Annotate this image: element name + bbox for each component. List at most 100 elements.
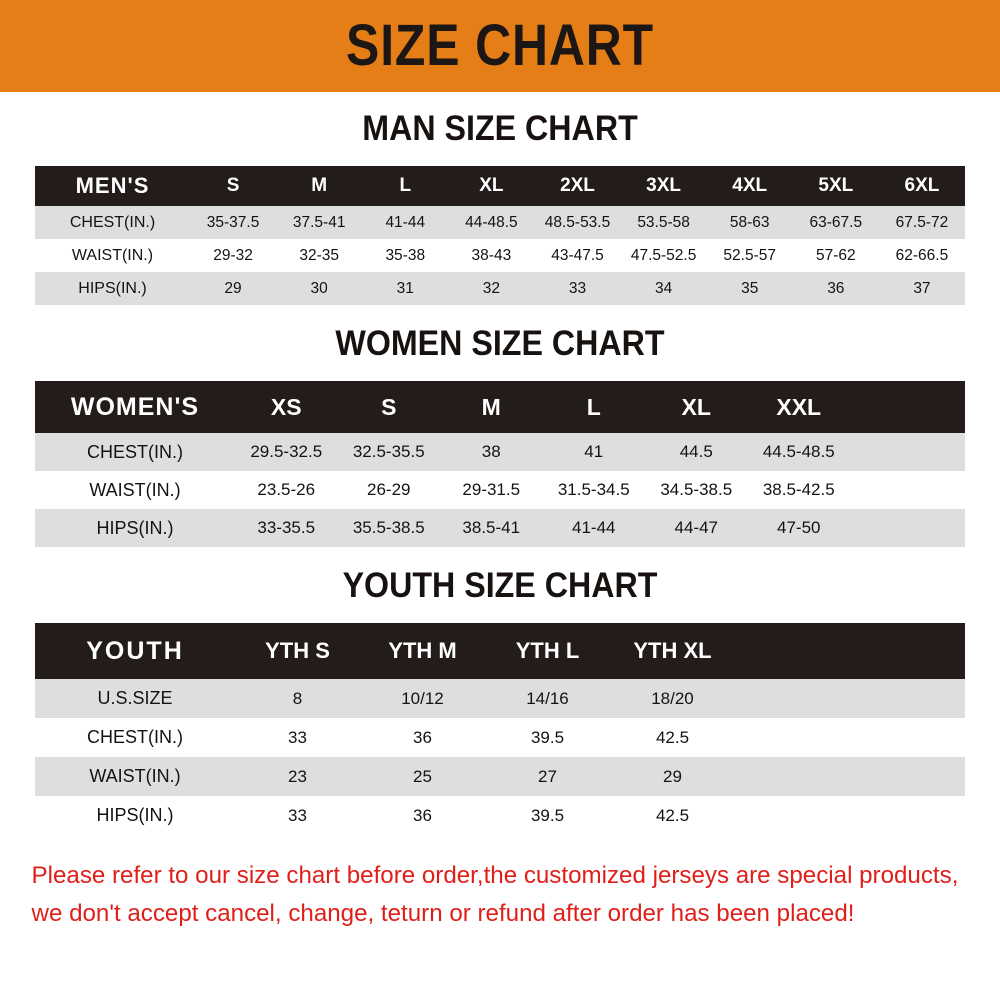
youth-table-wrapper: YOUTH YTH S YTH M YTH L YTH XL U.S.SIZE … — [0, 623, 1000, 835]
men-header-cell: MEN'S — [75, 173, 150, 198]
men-header-cell: S — [226, 175, 240, 196]
page-banner: SIZE CHART — [0, 0, 1000, 92]
women-cell-spacer — [850, 471, 965, 509]
men-cell: 33 — [568, 279, 587, 297]
youth-row-label: CHEST(IN.) — [87, 727, 183, 747]
men-cell: 36 — [827, 279, 845, 297]
women-header-cell: L — [586, 393, 601, 420]
youth-cell: 33 — [288, 727, 307, 747]
youth-section-title: YOUTH SIZE CHART — [342, 566, 658, 605]
men-cell: 32-35 — [299, 246, 339, 264]
women-section-title: WOMEN SIZE CHART — [335, 324, 665, 363]
women-table-wrapper: WOMEN'S XS S M L XL XXL CHEST(IN.) 29.5-… — [0, 381, 1000, 547]
men-cell: 57-62 — [815, 246, 856, 264]
men-cell: 67.5-72 — [895, 213, 949, 231]
men-cell: 62-66.5 — [895, 246, 949, 264]
women-header-cell: XXL — [776, 393, 822, 420]
table-row: HIPS(IN.) 33-35.5 35.5-38.5 38.5-41 41-4… — [35, 509, 965, 547]
women-header-cell: XS — [270, 393, 302, 420]
women-cell: 38 — [481, 442, 501, 461]
women-cell: 41-44 — [572, 518, 616, 537]
men-cell: 37 — [913, 279, 931, 297]
women-row-label: HIPS(IN.) — [96, 517, 174, 538]
women-cell-spacer — [850, 433, 965, 471]
women-row-label: WAIST(IN.) — [89, 479, 181, 500]
table-row: CHEST(IN.) 35-37.5 37.5-41 41-44 44-48.5… — [35, 206, 965, 239]
women-cell: 29.5-32.5 — [250, 442, 323, 461]
table-row: WAIST(IN.) 23 25 27 29 — [35, 757, 965, 796]
table-row: U.S.SIZE 8 10/12 14/16 18/20 — [35, 679, 965, 718]
women-cell: 44-47 — [674, 518, 718, 537]
youth-cell: 8 — [292, 688, 303, 708]
men-row-label: WAIST(IN.) — [71, 246, 154, 264]
youth-cell: 42.5 — [655, 727, 690, 747]
women-header-cell: WOMEN'S — [70, 392, 200, 421]
men-cell: 31 — [396, 279, 414, 297]
youth-cell: 39.5 — [530, 727, 565, 747]
men-cell: 38-43 — [471, 246, 512, 264]
men-header-cell: 3XL — [646, 175, 682, 196]
youth-header-cell: YTH L — [515, 638, 580, 663]
page-title: SIZE CHART — [346, 13, 654, 78]
youth-cell: 36 — [413, 727, 432, 747]
youth-header-cell: YTH M — [388, 638, 457, 663]
youth-header-spacer — [735, 623, 965, 679]
disclaimer-note: Please refer to our size chart before or… — [0, 857, 985, 933]
men-header-cell: 4XL — [732, 175, 768, 196]
youth-cell: 42.5 — [655, 805, 690, 825]
men-header-cell: 5XL — [818, 175, 854, 196]
men-size-table: MEN'S S M L XL 2XL 3XL 4XL 5XL 6XL CHEST… — [35, 166, 965, 305]
youth-header-cell: YTH S — [265, 638, 330, 663]
table-row: CHEST(IN.) 29.5-32.5 32.5-35.5 38 41 44.… — [35, 433, 965, 471]
women-cell: 33-35.5 — [257, 518, 316, 537]
men-cell: 48.5-53.5 — [544, 213, 611, 231]
women-cell: 31.5-34.5 — [557, 480, 630, 499]
women-cell: 44.5-48.5 — [762, 442, 835, 461]
youth-cell: 10/12 — [401, 688, 444, 708]
men-cell: 53.5-58 — [637, 213, 690, 231]
youth-header-cell: YOUTH — [86, 636, 184, 665]
women-header-cell: XL — [681, 393, 711, 420]
men-cell: 35-38 — [385, 246, 426, 264]
men-cell: 35-37.5 — [206, 213, 260, 231]
youth-cell: 27 — [538, 766, 557, 786]
youth-cell-spacer — [735, 718, 965, 757]
men-table-header-row: MEN'S S M L XL 2XL 3XL 4XL 5XL 6XL — [35, 166, 965, 206]
women-cell: 29-31.5 — [462, 480, 521, 499]
youth-cell: 36 — [413, 805, 432, 825]
men-cell: 29 — [224, 279, 242, 297]
men-cell: 30 — [310, 279, 328, 297]
men-cell: 34 — [654, 279, 673, 297]
table-row: WAIST(IN.) 29-32 32-35 35-38 38-43 43-47… — [35, 239, 965, 272]
men-table-wrapper: MEN'S S M L XL 2XL 3XL 4XL 5XL 6XL CHEST… — [0, 166, 1000, 305]
men-cell: 29-32 — [213, 246, 253, 264]
disclaimer-line-2: we don't accept cancel, change, teturn o… — [31, 900, 855, 927]
women-cell: 41 — [584, 442, 604, 461]
disclaimer-line-1: Please refer to our size chart before or… — [31, 862, 959, 889]
youth-header-cell: YTH XL — [633, 638, 712, 663]
table-row: HIPS(IN.) 33 36 39.5 42.5 — [35, 796, 965, 835]
youth-table-header-row: YOUTH YTH S YTH M YTH L YTH XL — [35, 623, 965, 679]
women-cell: 44.5 — [679, 442, 713, 461]
table-row: HIPS(IN.) 29 30 31 32 33 34 35 36 37 — [35, 272, 965, 305]
men-header-cell: 2XL — [560, 175, 595, 196]
men-cell: 63-67.5 — [809, 213, 863, 231]
men-header-cell: 6XL — [904, 175, 940, 196]
women-cell: 23.5-26 — [257, 480, 316, 499]
men-row-label: HIPS(IN.) — [78, 279, 147, 297]
women-cell: 32.5-35.5 — [352, 442, 425, 461]
youth-row-label: WAIST(IN.) — [89, 766, 181, 786]
women-cell: 34.5-38.5 — [660, 480, 733, 499]
women-table-header-row: WOMEN'S XS S M L XL XXL — [35, 381, 965, 433]
men-cell: 44-48.5 — [465, 213, 518, 231]
youth-cell-spacer — [735, 757, 965, 796]
youth-cell: 25 — [413, 766, 432, 786]
youth-cell: 29 — [663, 766, 682, 786]
men-header-cell: M — [311, 175, 328, 196]
men-cell: 32 — [482, 279, 500, 297]
youth-cell-spacer — [735, 796, 965, 835]
women-cell: 47-50 — [777, 518, 821, 537]
men-cell: 47.5-52.5 — [630, 246, 697, 264]
youth-size-table: YOUTH YTH S YTH M YTH L YTH XL U.S.SIZE … — [35, 623, 965, 835]
